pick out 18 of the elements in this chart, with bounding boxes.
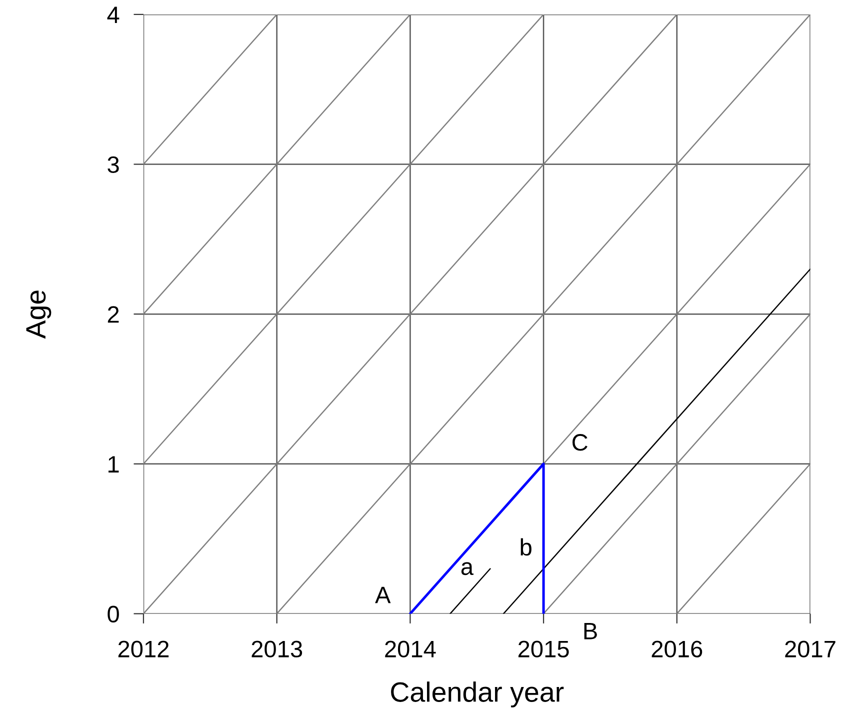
x-tick-label: 2014 [385,640,436,658]
annotation: a [461,562,474,576]
annotation: B [584,623,597,640]
x-tick-label: 2012 [118,640,169,658]
y-axis-title: Age [26,290,52,339]
annotation: b [520,538,532,556]
x-axis-title: Calendar year [391,682,564,708]
y-tick-label: 1 [108,456,119,472]
x-tick-label: 2013 [252,640,302,658]
y-tick-label: 2 [108,306,119,323]
y-tick-label: 3 [108,156,119,174]
y-tick-label: 0 [108,606,119,622]
annotation: C [572,434,588,451]
annotation: A [375,586,391,604]
x-tick-label: 2016 [652,640,702,658]
y-tick-label: 4 [107,6,120,23]
x-tick-label: 2015 [518,640,569,658]
x-tick-label: 2017 [785,640,836,658]
